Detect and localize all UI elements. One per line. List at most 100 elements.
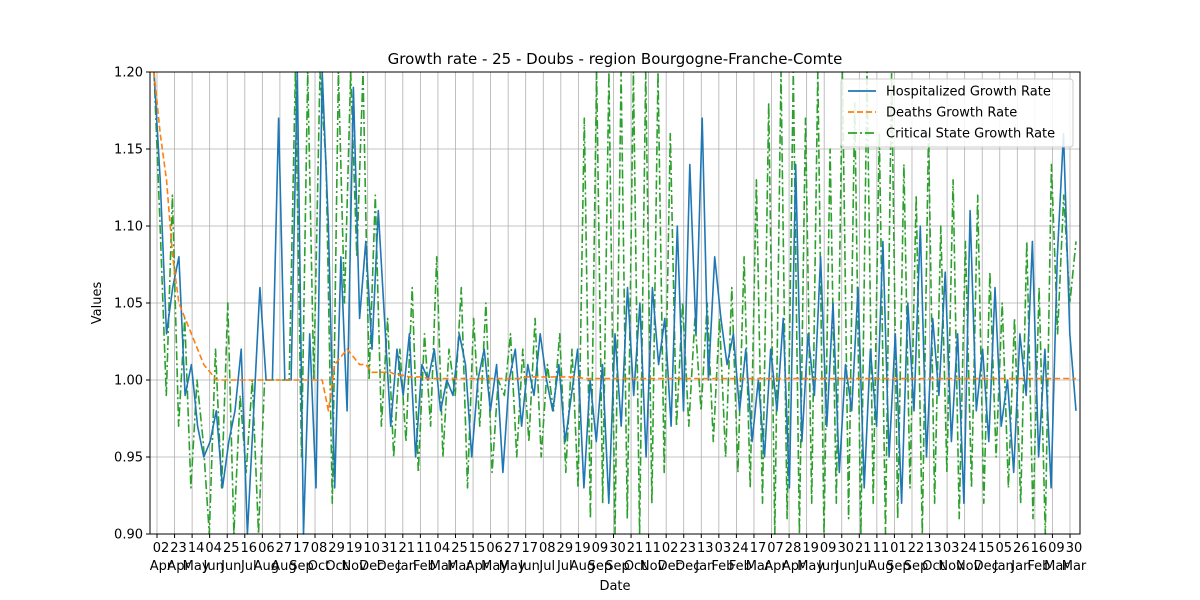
x-tick-month: Nov — [341, 559, 367, 574]
x-tick-day: 22 — [908, 541, 925, 556]
x-tick-day: 11 — [873, 541, 890, 556]
x-tick-day: 15 — [469, 541, 486, 556]
x-tick-month: Oct — [325, 559, 347, 574]
x-axis-label: Date — [599, 579, 630, 594]
x-tick-month: Jun — [519, 559, 540, 574]
x-tick-month: Feb — [729, 559, 752, 574]
x-tick-month: Dec — [675, 559, 700, 574]
x-tick-day: 08 — [539, 541, 556, 556]
x-tick-month: Jul — [556, 559, 573, 574]
x-tick-day: 16 — [241, 541, 258, 556]
x-tick-month: Jun — [817, 559, 838, 574]
series-line-1 — [153, 71, 1076, 412]
x-tick-day: 19 — [346, 541, 363, 556]
x-tick-day: 24 — [732, 541, 749, 556]
x-tick-month: Jan — [396, 559, 417, 574]
x-tick-day: 03 — [715, 541, 732, 556]
x-tick-day: 06 — [486, 541, 503, 556]
x-tick-month: Mar — [1062, 559, 1087, 574]
x-tick-day: 30 — [1066, 541, 1083, 556]
y-tick-label: 0.90 — [114, 528, 143, 543]
y-tick-label: 1.05 — [114, 297, 143, 312]
y-tick-label: 1.15 — [114, 143, 143, 158]
chart-title: Growth rate - 25 - Doubs - region Bourgo… — [388, 50, 843, 68]
x-axis: 02Apr23Apr14May04Jun25Jun16Jul06Aug27Aug… — [150, 534, 1087, 574]
x-tick-month: Sep — [605, 559, 630, 574]
x-tick-month: Feb — [711, 559, 734, 574]
x-tick-day: 17 — [293, 541, 310, 556]
x-tick-day: 29 — [557, 541, 574, 556]
x-tick-month: Sep — [289, 559, 314, 574]
x-tick-month: Aug — [570, 559, 595, 574]
x-tick-day: 23 — [170, 541, 187, 556]
x-tick-day: 07 — [767, 541, 784, 556]
x-tick-day: 05 — [995, 541, 1012, 556]
x-tick-month: Oct — [624, 559, 646, 574]
x-tick-day: 21 — [627, 541, 644, 556]
legend: Hospitalized Growth Rate Deaths Growth Ra… — [840, 78, 1074, 148]
x-tick-day: 15 — [978, 541, 995, 556]
x-tick-month: Jun — [203, 559, 224, 574]
legend-label-2: Critical State Growth Rate — [886, 127, 1055, 142]
x-tick-month: Feb — [413, 559, 436, 574]
x-tick-day: 01 — [890, 541, 907, 556]
x-tick-month: Sep — [904, 559, 929, 574]
x-tick-day: 08 — [311, 541, 328, 556]
x-tick-month: Apr — [782, 559, 805, 574]
x-tick-day: 29 — [328, 541, 345, 556]
x-tick-month: Jun — [220, 559, 241, 574]
x-tick-month: Jan — [993, 559, 1014, 574]
x-tick-day: 24 — [960, 541, 977, 556]
y-tick-label: 1.10 — [114, 220, 143, 235]
x-tick-day: 16 — [1031, 541, 1048, 556]
x-tick-day: 13 — [697, 541, 714, 556]
x-tick-month: Jul — [538, 559, 555, 574]
x-tick-day: 06 — [258, 541, 275, 556]
x-tick-month: Apr — [167, 559, 190, 574]
x-tick-month: Jun — [835, 559, 856, 574]
y-axis-label: Values — [90, 282, 105, 325]
x-tick-month: Sep — [886, 559, 911, 574]
x-tick-month: Mar — [1044, 559, 1069, 574]
x-tick-month: Aug — [868, 559, 893, 574]
x-tick-month: Sep — [588, 559, 613, 574]
x-tick-month: Dec — [377, 559, 402, 574]
x-tick-month: Mar — [430, 559, 455, 574]
x-tick-day: 23 — [679, 541, 696, 556]
x-tick-day: 31 — [381, 541, 398, 556]
x-tick-month: Dec — [658, 559, 683, 574]
x-tick-day: 09 — [820, 541, 837, 556]
series-line-0 — [153, 71, 1077, 535]
x-tick-day: 27 — [504, 541, 521, 556]
x-tick-day: 04 — [434, 541, 451, 556]
x-tick-day: 21 — [855, 541, 872, 556]
x-tick-day: 30 — [837, 541, 854, 556]
x-tick-day: 13 — [925, 541, 942, 556]
x-tick-day: 27 — [276, 541, 293, 556]
x-tick-month: Oct — [922, 559, 944, 574]
x-tick-day: 19 — [574, 541, 591, 556]
x-tick-day: 25 — [451, 541, 468, 556]
x-tick-day: 10 — [363, 541, 380, 556]
x-tick-month: Feb — [1027, 559, 1050, 574]
x-tick-month: Jul — [854, 559, 871, 574]
x-tick-month: Dec — [359, 559, 384, 574]
x-tick-day: 03 — [943, 541, 960, 556]
x-tick-day: 17 — [750, 541, 767, 556]
x-tick-day: 09 — [592, 541, 609, 556]
x-tick-day: 02 — [662, 541, 679, 556]
y-axis: 0.90 0.95 1.00 1.05 1.10 1.15 1.20 — [114, 66, 150, 543]
x-tick-day: 11 — [644, 541, 661, 556]
x-tick-month: Jan — [1010, 559, 1031, 574]
x-tick-month: May — [183, 559, 210, 574]
x-tick-month: Aug — [254, 559, 279, 574]
x-tick-month: Nov — [956, 559, 982, 574]
y-tick-label: 1.00 — [114, 374, 143, 389]
x-tick-month: Oct — [308, 559, 330, 574]
x-tick-day: 17 — [521, 541, 538, 556]
x-tick-day: 04 — [205, 541, 222, 556]
x-tick-day: 21 — [399, 541, 416, 556]
y-tick-label: 0.95 — [114, 451, 143, 466]
x-tick-day: 30 — [609, 541, 626, 556]
